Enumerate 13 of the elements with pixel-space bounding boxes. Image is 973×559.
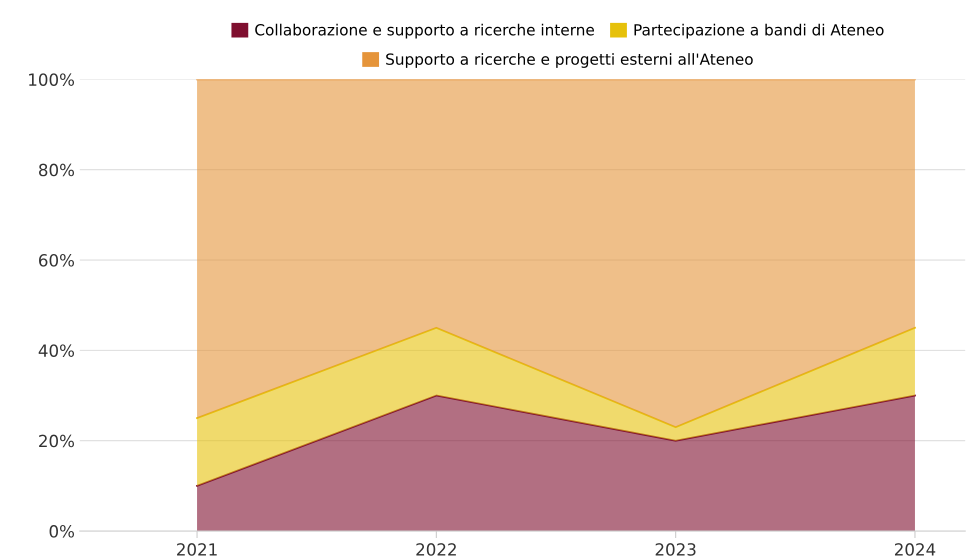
y-tick-label: 20% [39,434,74,448]
legend-label: Collaborazione e supporto a ricerche interne [255,24,594,39]
y-tick-label: 80% [39,164,74,176]
y-tick-label: 60% [39,254,74,267]
y-tick-label: 100% [29,73,74,86]
x-tick-label: 2023 [656,543,696,556]
y-tick-label: 40% [38,344,74,357]
y-tick-label: 0% [50,525,74,538]
x-tick-label: 2021 [177,543,217,556]
x-tick-label: 2022 [416,543,456,556]
x-tick-label: 2024 [894,543,936,556]
legend-label: Supporto a ricerche e progetti esterni all'Ateneo [386,53,753,68]
legend-label: Partecipazione a bandi di Ateneo [634,24,884,39]
